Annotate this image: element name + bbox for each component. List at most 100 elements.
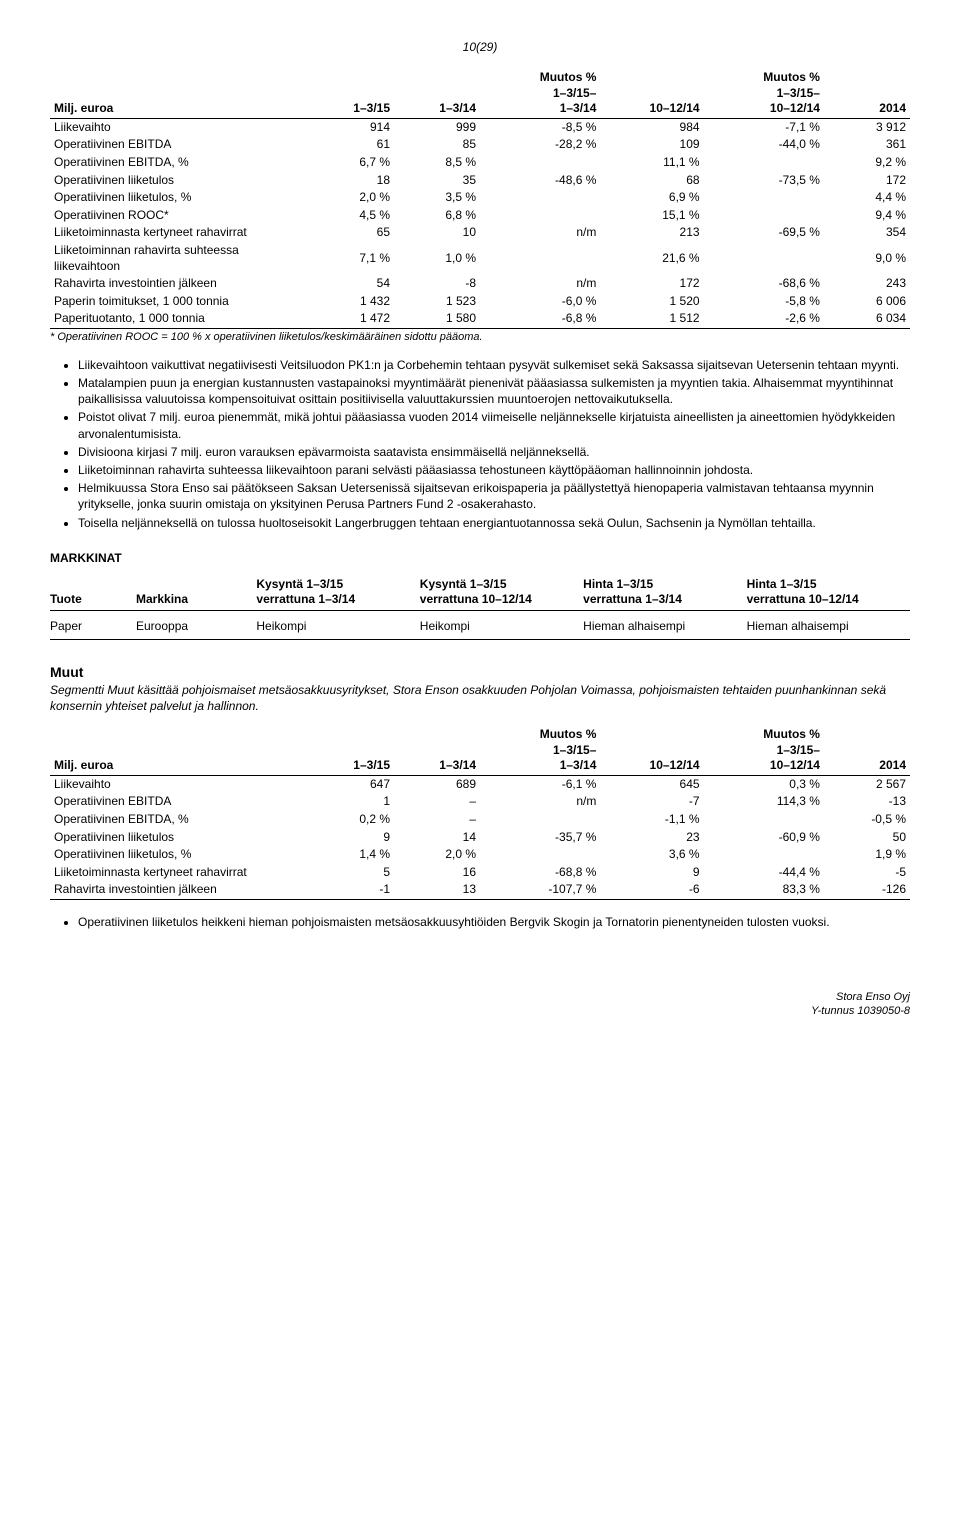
col-header: Muutos % 1–3/15– 10–12/14: [704, 69, 824, 118]
table-row: Liiketoiminnan rahavirta suhteessa liike…: [50, 242, 910, 275]
cell: n/m: [480, 275, 600, 293]
cell: 1,9 %: [824, 846, 910, 864]
table-row: Liikevaihto914999-8,5 %984-7,1 %3 912: [50, 118, 910, 136]
cell: 85: [394, 136, 480, 154]
cell: 4,5 %: [308, 207, 394, 225]
cell: 213: [600, 224, 703, 242]
bullet-item: Poistot olivat 7 milj. euroa pienemmät, …: [78, 409, 910, 441]
col-header: 10–12/14: [600, 69, 703, 118]
cell: 13: [394, 881, 480, 899]
cell: 10: [394, 224, 480, 242]
table-row: Operatiivinen liiketulos914-35,7 %23-60,…: [50, 829, 910, 847]
cell: 1 520: [600, 293, 703, 311]
col-header: Muutos % 1–3/15– 1–3/14: [480, 726, 600, 775]
cell: 5: [308, 864, 394, 882]
cell: -6,0 %: [480, 293, 600, 311]
cell: -44,0 %: [704, 136, 824, 154]
table-row: Operatiivinen liiketulos, %2,0 %3,5 %6,9…: [50, 189, 910, 207]
cell: 50: [824, 829, 910, 847]
cell: Rahavirta investointien jälkeen: [50, 275, 308, 293]
cell: -68,6 %: [704, 275, 824, 293]
cell: 354: [824, 224, 910, 242]
cell: Operatiivinen ROOC*: [50, 207, 308, 225]
cell: 647: [308, 775, 394, 793]
col-header: 1–3/15: [308, 69, 394, 118]
cell: 61: [308, 136, 394, 154]
cell: [480, 811, 600, 829]
cell: Operatiivinen EBITDA, %: [50, 154, 308, 172]
cell: Paperin toimitukset, 1 000 tonnia: [50, 293, 308, 311]
cell: 9: [600, 864, 703, 882]
cell: Eurooppa: [136, 610, 256, 639]
cell: 4,4 %: [824, 189, 910, 207]
cell: 1 512: [600, 310, 703, 328]
cell: 9: [308, 829, 394, 847]
cell: -13: [824, 793, 910, 811]
bullet-item: Liikevaihtoon vaikuttivat negatiivisesti…: [78, 357, 910, 373]
cell: –: [394, 793, 480, 811]
cell: 3,5 %: [394, 189, 480, 207]
cell: 6,8 %: [394, 207, 480, 225]
col-header: Milj. euroa: [50, 726, 308, 775]
cell: Operatiivinen EBITDA: [50, 793, 308, 811]
cell: -73,5 %: [704, 172, 824, 190]
table-row: Operatiivinen liiketulos, %1,4 %2,0 %3,6…: [50, 846, 910, 864]
cell: -7: [600, 793, 703, 811]
table-row: Operatiivinen EBITDA, %6,7 %8,5 %11,1 %9…: [50, 154, 910, 172]
cell: 114,3 %: [704, 793, 824, 811]
cell: -6: [600, 881, 703, 899]
cell: 83,3 %: [704, 881, 824, 899]
cell: Operatiivinen EBITDA: [50, 136, 308, 154]
cell: -0,5 %: [824, 811, 910, 829]
col-header: 1–3/15: [308, 726, 394, 775]
bullet-item: Operatiivinen liiketulos heikkeni hieman…: [78, 914, 910, 930]
cell: 172: [824, 172, 910, 190]
cell: -126: [824, 881, 910, 899]
cell: 1 472: [308, 310, 394, 328]
cell: 8,5 %: [394, 154, 480, 172]
cell: 21,6 %: [600, 242, 703, 275]
cell: Heikompi: [256, 610, 419, 639]
table-row: Paperituotanto, 1 000 tonnia1 4721 580-6…: [50, 310, 910, 328]
cell: 243: [824, 275, 910, 293]
cell: 68: [600, 172, 703, 190]
cell: -6,1 %: [480, 775, 600, 793]
cell: 2 567: [824, 775, 910, 793]
col-header: Muutos % 1–3/15– 1–3/14: [480, 69, 600, 118]
cell: 999: [394, 118, 480, 136]
table-footnote: * Operatiivinen ROOC = 100 % x operatiiv…: [50, 331, 910, 343]
financial-table-1: Milj. euroa 1–3/15 1–3/14 Muutos % 1–3/1…: [50, 69, 910, 329]
cell: –: [394, 811, 480, 829]
cell: 6 006: [824, 293, 910, 311]
cell: Hieman alhaisempi: [583, 610, 746, 639]
table-row: Paper Eurooppa Heikompi Heikompi Hieman …: [50, 610, 910, 639]
cell: 6,9 %: [600, 189, 703, 207]
cell: 1 523: [394, 293, 480, 311]
cell: Operatiivinen liiketulos, %: [50, 189, 308, 207]
cell: Operatiivinen EBITDA, %: [50, 811, 308, 829]
table-header: Tuote Markkina Kysyntä 1–3/15 verrattuna…: [50, 575, 910, 611]
table-row: Rahavirta investointien jälkeen54-8n/m17…: [50, 275, 910, 293]
cell: 109: [600, 136, 703, 154]
cell: Heikompi: [420, 610, 583, 639]
cell: -1: [308, 881, 394, 899]
cell: Liiketoiminnasta kertyneet rahavirrat: [50, 224, 308, 242]
col-header: 1–3/14: [394, 69, 480, 118]
cell: Operatiivinen liiketulos: [50, 829, 308, 847]
cell: [480, 242, 600, 275]
cell: 1: [308, 793, 394, 811]
cell: -69,5 %: [704, 224, 824, 242]
cell: -1,1 %: [600, 811, 703, 829]
cell: 1,4 %: [308, 846, 394, 864]
cell: Liiketoiminnan rahavirta suhteessa liike…: [50, 242, 308, 275]
cell: [704, 242, 824, 275]
cell: 65: [308, 224, 394, 242]
cell: [704, 189, 824, 207]
cell: [704, 811, 824, 829]
table-row: Operatiivinen EBITDA1–n/m-7114,3 %-13: [50, 793, 910, 811]
footer: Stora Enso Oyj Y-tunnus 1039050-8: [50, 990, 910, 1019]
market-table: Tuote Markkina Kysyntä 1–3/15 verrattuna…: [50, 575, 910, 640]
cell: [704, 154, 824, 172]
cell: 914: [308, 118, 394, 136]
col-header: Muutos % 1–3/15– 10–12/14: [704, 726, 824, 775]
